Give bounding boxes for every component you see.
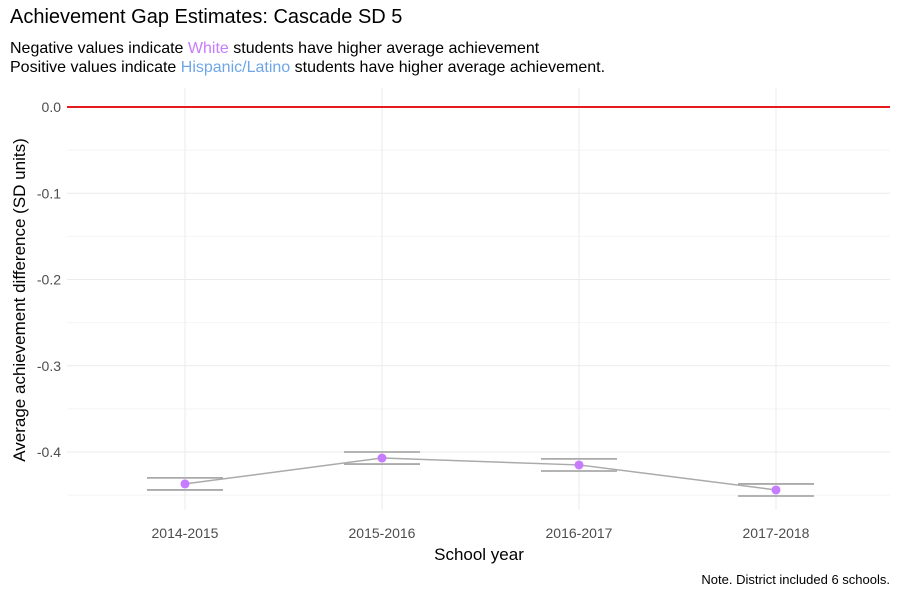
y-tick-label: -0.2 [37,272,61,288]
caption-note: Note. District included 6 schools. [701,572,890,587]
y-tick-label: -0.3 [37,358,61,374]
x-tick-label: 2015-2016 [349,525,416,541]
subtitle-line-1: Negative values indicate White students … [10,40,539,58]
subtitle-1-before: Negative values indicate [10,40,188,57]
subtitle-1-highlight-white: White [187,40,229,57]
y-tick-label: 0.0 [42,99,62,115]
data-point [180,479,190,489]
subtitle-1-after: students have higher average achievement [228,40,540,57]
data-point [377,453,387,463]
subtitle-line-2: Positive values indicate Hispanic/Latino… [10,59,605,77]
subtitle-2-highlight-hispanic: Hispanic/Latino [180,59,291,76]
x-tick-label: 2014-2015 [152,525,219,541]
y-tick-label: -0.1 [37,185,61,201]
y-tick-label: -0.4 [37,444,61,460]
series-line [184,457,777,491]
x-tick-label: 2017-2018 [743,525,810,541]
x-tick-label: 2016-2017 [546,525,613,541]
chart-title: Achievement Gap Estimates: Cascade SD 5 [10,6,403,28]
data-point [574,460,584,470]
grid-lines [67,88,890,510]
data-layer [147,451,814,497]
data-point [771,485,781,495]
subtitle-2-before: Positive values indicate [10,59,181,76]
axis-labels: 0.0 -0.1 -0.2 -0.3 -0.4 2014-2015 2015-2016 201… [37,99,810,541]
y-axis-title: Average achievement difference (SD units… [10,138,29,462]
subtitle-2-after: students have higher average achievement… [290,59,606,76]
x-axis-title: School year [434,545,524,564]
